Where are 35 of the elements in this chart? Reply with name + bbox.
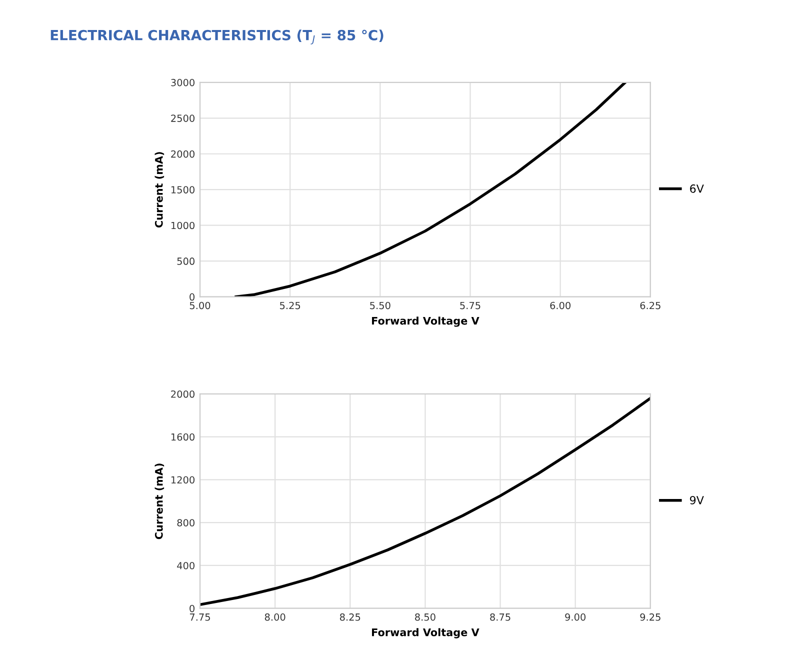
y-tick-label: 0 xyxy=(190,604,194,612)
y-axis-title: Current (mA) xyxy=(154,152,164,228)
y-tick-label: 2000 xyxy=(171,390,194,398)
x-tick-label: 5.00 xyxy=(190,302,210,310)
x-tick-label: 5.75 xyxy=(460,302,480,310)
y-tick-label: 3000 xyxy=(171,78,194,86)
x-tick-label: 8.00 xyxy=(264,613,286,621)
x-tick-label: 9.25 xyxy=(640,613,660,621)
x-tick-label: 8.50 xyxy=(415,613,436,621)
x-axis-title: Forward Voltage V xyxy=(372,628,480,638)
y-tick-label: 1600 xyxy=(171,433,194,441)
y-tick-label: 0 xyxy=(190,293,194,301)
legend-label: 6V xyxy=(690,184,704,193)
y-tick-label: 1500 xyxy=(171,186,194,194)
x-tick-label: 7.75 xyxy=(190,614,210,621)
y-tick-label: 1000 xyxy=(171,222,194,230)
x-tick-label: 8.75 xyxy=(490,613,510,621)
y-tick-label: 2500 xyxy=(171,114,194,122)
y-tick-label: 800 xyxy=(177,519,194,526)
y-tick-label: 2000 xyxy=(171,150,194,158)
x-tick-label: 9.00 xyxy=(565,613,586,621)
x-tick-label: 8.25 xyxy=(340,613,360,621)
y-tick-label: 1200 xyxy=(171,476,194,484)
y-axis-title: Current (mA) xyxy=(154,464,164,540)
line-series xyxy=(234,82,627,297)
x-tick-label: 5.50 xyxy=(370,302,390,310)
x-axis-title: Forward Voltage V xyxy=(372,316,480,327)
x-tick-label: 6.00 xyxy=(550,302,570,310)
legend-label: 9V xyxy=(690,496,704,504)
x-tick-label: 5.25 xyxy=(280,302,300,310)
y-tick-label: 400 xyxy=(177,562,194,570)
line-series xyxy=(200,396,650,606)
y-tick-label: 500 xyxy=(177,258,194,265)
x-tick-label: 6.25 xyxy=(640,302,660,310)
chart-title: ELECTRICAL CHARACTERISTICS (T$_{J}$ = 85 °C) xyxy=(50,30,384,44)
